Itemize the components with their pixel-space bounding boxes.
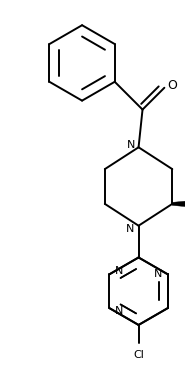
- Text: N: N: [115, 306, 124, 316]
- Text: Cl: Cl: [133, 350, 144, 360]
- Text: N: N: [154, 269, 162, 279]
- Text: N: N: [126, 140, 135, 150]
- Polygon shape: [172, 199, 186, 209]
- Text: N: N: [115, 266, 124, 276]
- Text: O: O: [167, 79, 177, 92]
- Text: N: N: [125, 224, 134, 234]
